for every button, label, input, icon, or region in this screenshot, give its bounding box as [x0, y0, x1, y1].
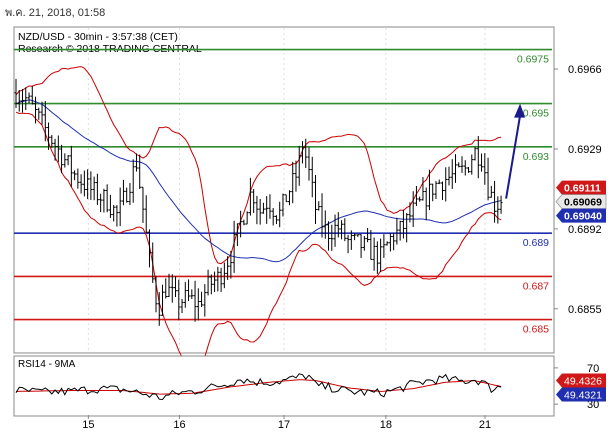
forecast-arrow-head: [514, 103, 526, 118]
time-tick-label: 16: [173, 419, 185, 431]
forecast-arrow-shaft: [505, 115, 522, 199]
level-label: 0.685: [523, 324, 549, 336]
rsi-tag-label: 49.4321: [564, 390, 602, 402]
price-tick-label: 0.6855: [568, 304, 602, 316]
moving-average-line: [15, 99, 502, 263]
price-tag-label: 0.69111: [564, 183, 601, 195]
level-label: 0.6975: [517, 54, 549, 66]
rsi-tick-label: 30: [587, 399, 599, 411]
price-tick-label: 0.6966: [568, 64, 602, 76]
time-tick-label: 18: [380, 419, 392, 431]
level-label: 0.693: [523, 151, 549, 163]
price-levels: 0.6975 0.695 0.693 0.689 0.687 0.685: [14, 48, 552, 336]
rsi-line: [15, 373, 502, 401]
time-tick-label: 15: [82, 419, 94, 431]
price-tag-label: 0.69069: [564, 197, 602, 209]
rsi-title: RSI14 - 9MA: [18, 359, 76, 370]
rsi-panel: [13, 355, 555, 417]
price-tag-label: 0.69040: [564, 211, 602, 223]
bollinger-lower: [15, 111, 502, 373]
rsi-ma-line: [16, 379, 502, 395]
level-label: 0.687: [523, 280, 549, 292]
rsi-tag-blue: [556, 387, 606, 402]
price-tag-blue: [556, 208, 606, 223]
rsi-tag-label: 49.4326: [564, 376, 602, 388]
price-tick-label: 0.6892: [568, 224, 602, 236]
rsi-tag-red: [556, 373, 606, 388]
symbol-label: NZD/USD - 30min - 3:57:38 (CET): [18, 31, 178, 43]
price-tag-red: [556, 180, 606, 195]
price-tick-label: 0.6929: [568, 144, 602, 156]
rsi-axis: 70 30 49.4326 49.4321: [554, 363, 606, 411]
timestamp-text: พ.ค. 21, 2018, 01:58: [5, 7, 105, 19]
forecast-arrow: [505, 103, 526, 199]
level-label: 0.689: [523, 237, 549, 249]
bollinger-bands: [15, 66, 502, 373]
time-axis: 15 16 17 18 21: [82, 415, 491, 431]
price-axis: 0.6966 0.6929 0.6892 0.6855: [554, 64, 602, 316]
moving-average: [15, 99, 502, 263]
vertical-gridlines: [87, 28, 486, 352]
price-tags: 0.69111 0.69069 0.69040: [555, 180, 607, 223]
time-tick-label: 17: [278, 419, 290, 431]
price-tag-gray: [555, 194, 607, 210]
level-label: 0.695: [523, 108, 549, 120]
rsi-tick-label: 70: [587, 363, 599, 375]
time-tick-label: 21: [479, 419, 491, 431]
bollinger-upper: [15, 66, 502, 265]
price-bars: [14, 78, 503, 326]
rsi-lines: [15, 373, 502, 401]
